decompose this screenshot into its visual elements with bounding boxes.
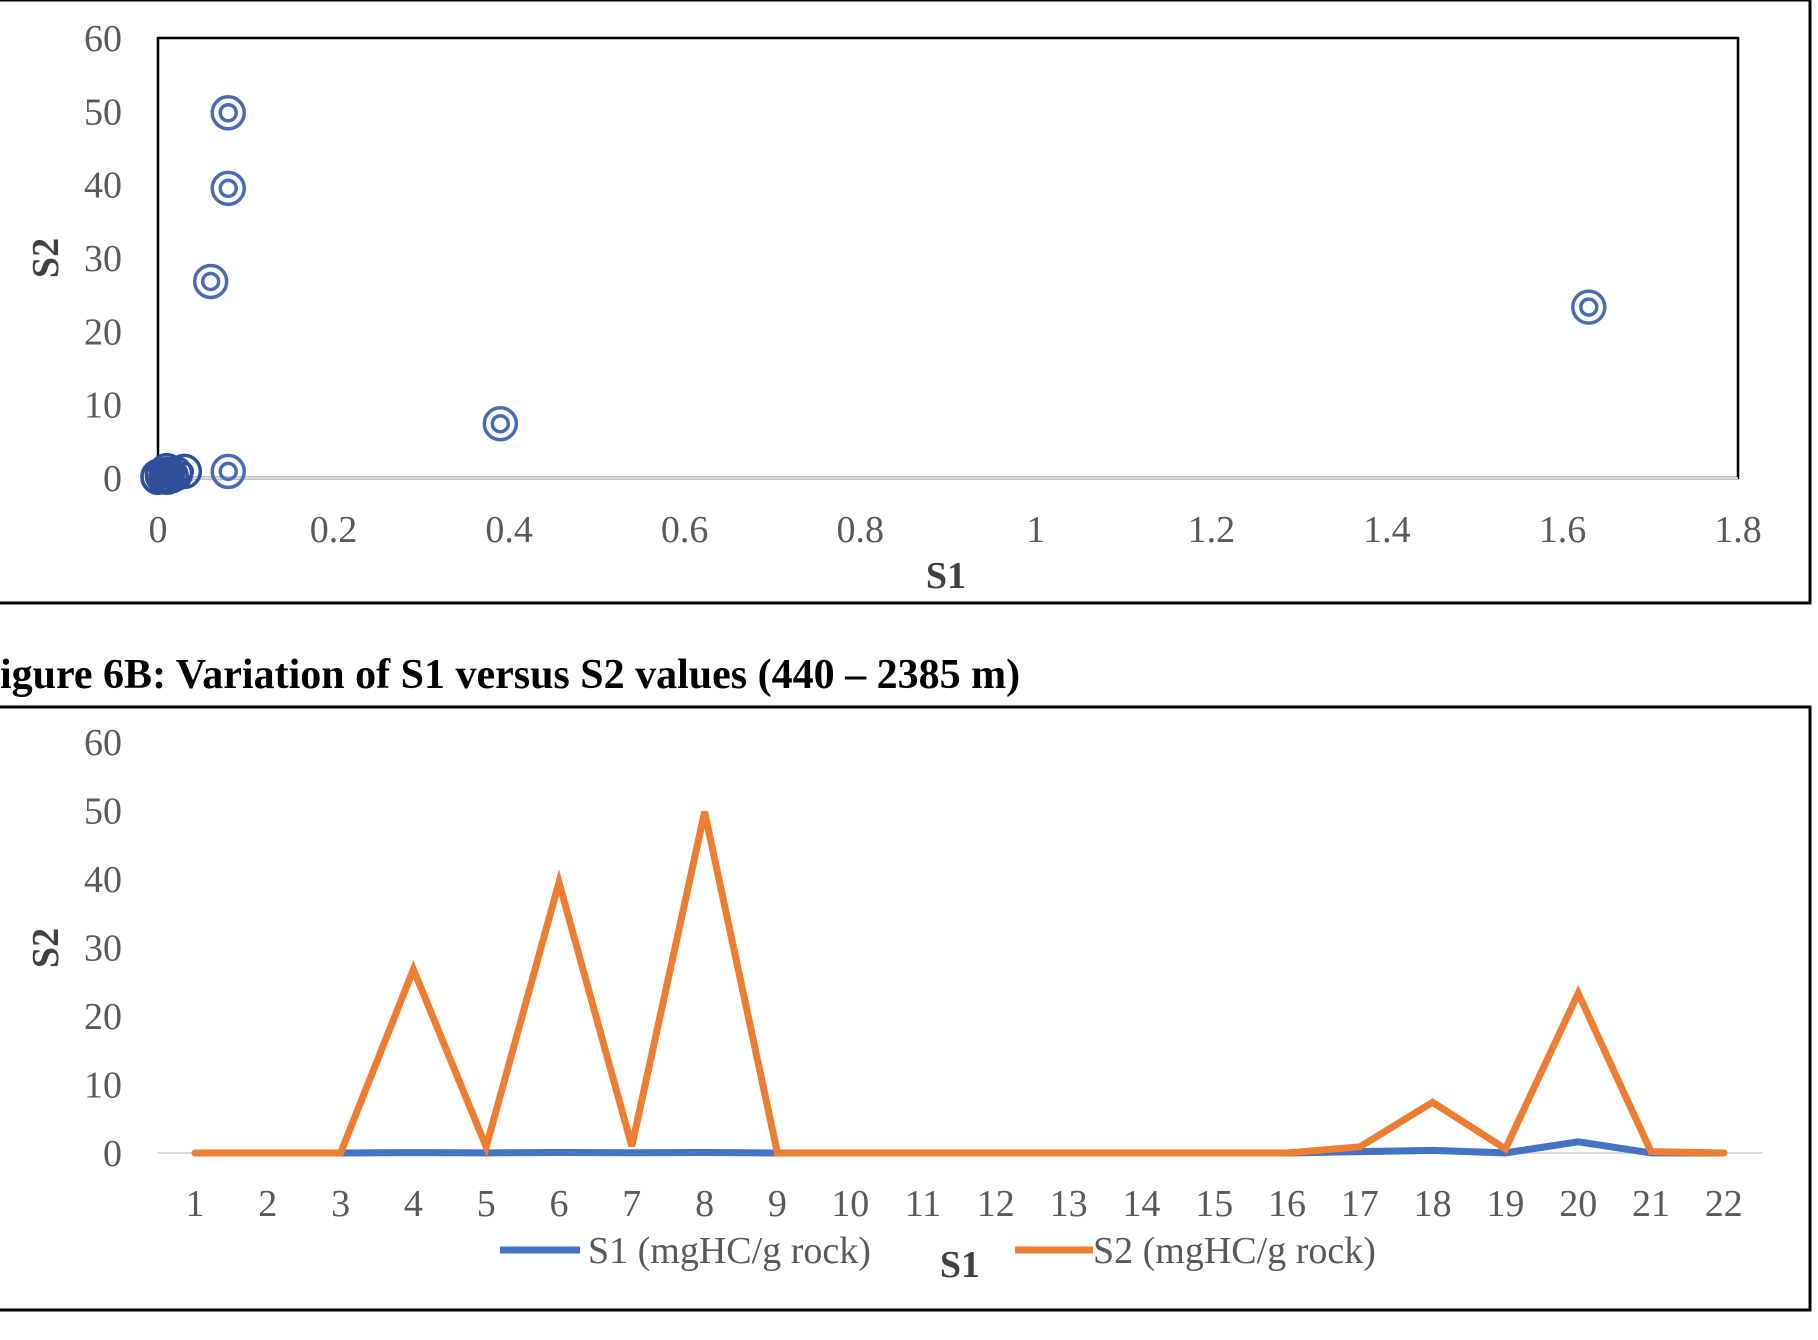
line-y-axis-title: S2 (25, 928, 67, 968)
scatter-point (482, 405, 519, 442)
line-x-tick-label: 22 (1705, 1183, 1743, 1225)
scatter-point (192, 263, 229, 300)
line-x-tick-label: 18 (1414, 1183, 1452, 1225)
line-x-tick-labels: 1 2 3 4 5 6 7 8 9 10 11 12 13 14 15 16 17 18 19 20 21 22 (186, 1183, 1743, 1225)
scatter-point-outer-ring (210, 95, 246, 131)
line-chart-frame (0, 705, 1812, 1312)
line-y-tick-label: 40 (84, 859, 122, 901)
scatter-points (140, 95, 1607, 496)
line-x-tick-label: 16 (1268, 1183, 1306, 1225)
line-x-tick-label: 15 (1195, 1183, 1233, 1225)
scatter-point-inner-ring (200, 271, 221, 292)
line-y-tick-label: 30 (84, 928, 122, 970)
line-x-tick-label: 21 (1632, 1183, 1670, 1225)
line-x-tick-label: 14 (1122, 1183, 1160, 1225)
scatter-point-outer-ring (1571, 289, 1607, 325)
scatter-point-inner-ring (218, 103, 238, 123)
scatter-point-inner-ring (490, 413, 511, 434)
scatter-x-axis-title: S1 (926, 555, 966, 597)
line-legend: S1 (mgHC/g rock) S1 S2 (mgHC/g rock) (500, 1230, 1376, 1286)
scatter-x-tick-label: 1.6 (1539, 509, 1587, 551)
line-x-tick-label: 10 (831, 1183, 869, 1225)
scatter-point-outer-ring (482, 405, 519, 442)
scatter-point-inner-ring (1579, 297, 1599, 317)
scatter-y-tick-label: 40 (84, 165, 122, 207)
scatter-y-tick-label: 0 (103, 458, 122, 500)
scatter-y-axis-title: S2 (25, 238, 67, 278)
line-x-tick-label: 1 (186, 1183, 205, 1225)
scatter-point-outer-ring (192, 263, 229, 300)
scatter-point (210, 170, 246, 207)
scatter-y-tick-label: 10 (84, 385, 122, 427)
scatter-x-tick-label: 1 (1026, 509, 1045, 551)
scatter-point (210, 95, 246, 131)
line-x-tick-label: 6 (550, 1183, 569, 1225)
line-x-axis-title: S1 (940, 1244, 980, 1286)
line-x-tick-label: 11 (905, 1183, 942, 1225)
figure-caption: igure 6B: Variation of S1 versus S2 valu… (0, 652, 1020, 698)
legend-label-s2: S2 (mgHC/g rock) (1093, 1230, 1376, 1272)
line-x-tick-label: 4 (404, 1183, 423, 1225)
scatter-point-inner-ring (218, 461, 238, 482)
line-x-tick-label: 12 (977, 1183, 1015, 1225)
scatter-x-tick-label: 0 (149, 509, 168, 551)
line-x-tick-label: 20 (1559, 1183, 1597, 1225)
line-x-tick-label: 8 (695, 1183, 714, 1225)
line-series-s2 (191, 811, 1728, 1158)
scatter-x-tick-label: 1.8 (1714, 509, 1762, 551)
line-y-tick-label: 20 (84, 996, 122, 1038)
scatter-x-tick-label: 0.4 (485, 509, 533, 551)
line-y-tick-labels: 0 10 20 30 40 50 60 (84, 722, 122, 1175)
scatter-chart-frame (0, 0, 1812, 605)
scatter-chart-s1-vs-s2: 0 10 20 30 40 50 60 0 0.2 0.4 0.6 0.8 1 1.2 1.4 1.6 1.8… (0, 0, 1812, 605)
line-x-tick-label: 5 (477, 1183, 496, 1225)
line-series (191, 811, 1728, 1158)
line-y-tick-label: 10 (84, 1065, 122, 1107)
scatter-point-inner-ring (218, 178, 238, 199)
scatter-y-tick-labels: 0 10 20 30 40 50 60 (84, 18, 122, 500)
scatter-x-tick-label: 0.6 (661, 509, 709, 551)
line-x-tick-label: 13 (1050, 1183, 1088, 1225)
scatter-x-tick-label: 1.4 (1363, 509, 1411, 551)
scatter-point-outer-ring (210, 453, 246, 490)
scatter-point (210, 453, 246, 490)
scatter-point (166, 453, 203, 490)
scatter-point-outer-ring (166, 453, 203, 490)
scatter-plot-area (156, 36, 1740, 480)
scatter-y-tick-label: 60 (84, 18, 122, 60)
line-y-tick-label: 60 (84, 722, 122, 764)
scatter-y-tick-label: 50 (84, 91, 122, 133)
line-x-tick-label: 19 (1486, 1183, 1524, 1225)
scatter-x-tick-label: 1.2 (1188, 509, 1236, 551)
scatter-y-tick-label: 30 (84, 238, 122, 280)
scatter-point (1571, 289, 1607, 325)
line-x-tick-label: 17 (1341, 1183, 1379, 1225)
line-y-tick-label: 0 (103, 1133, 122, 1175)
scatter-point-outer-ring (210, 170, 246, 207)
scatter-x-tick-label: 0.8 (836, 509, 884, 551)
scatter-x-tick-label: 0.2 (310, 509, 358, 551)
legend-label-s1: S1 (mgHC/g rock) (588, 1230, 871, 1272)
scatter-y-tick-label: 20 (84, 311, 122, 353)
line-x-tick-label: 7 (622, 1183, 641, 1225)
line-x-tick-label: 9 (768, 1183, 787, 1225)
line-y-tick-label: 50 (84, 791, 122, 833)
scatter-x-tick-labels: 0 0.2 0.4 0.6 0.8 1 1.2 1.4 1.6 1.8 (149, 509, 1762, 551)
scatter-point-inner-ring (174, 461, 195, 482)
line-x-tick-label: 3 (331, 1183, 350, 1225)
line-x-tick-label: 2 (258, 1183, 277, 1225)
